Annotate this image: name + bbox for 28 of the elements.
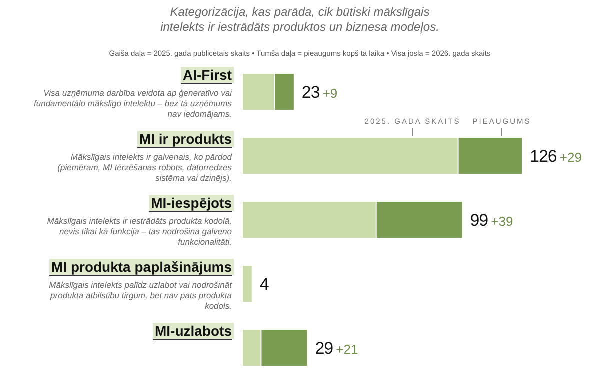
y-tick-label: MI-iespējots [151,195,232,211]
total-label: 4 [260,275,269,294]
text: Mākslīgais intelekts ir galvenais, ko pārdod (piemēram, MI tērzēšanas robots, datorredzes sistēma vai dzinējs). [58,152,233,183]
data-label: +21 [336,342,358,357]
total-label: 29 [315,339,334,358]
y-tick-label: MI ir produkts [139,131,232,147]
bar [243,266,252,302]
bar [458,138,522,174]
text: Mākslīgais intelekts ir iestrādāts produkta kodolā, nevis tikai kā funkcija – tas nodrošina galveno funkcionalitāti. [47,216,232,247]
y-tick-label: MI-uzlabots [155,323,232,339]
total-label: 99 [470,211,488,230]
data-label: +29 [560,150,582,165]
data-label: +39 [491,214,514,229]
text: Mākslīgais intelekts palīdz uzlabot vai nodrošināt produkta atbilstību tirgum, bet nav pats produkta kodols. [49,280,233,311]
total-label: 23 [302,83,320,102]
bar [243,138,458,174]
bar [243,330,261,366]
y-tick-label: AI-First [183,67,232,83]
total-label: 126 [530,147,557,166]
chart-subtitle: Kategorizācija, kas parāda, cik būtiski mākslīgais intelekts ir iestrādāts produktos un biznesa modeļos. [160,5,440,34]
bar [243,74,274,110]
bar [243,202,376,238]
bar [275,74,294,110]
bar [262,330,308,366]
bar [376,202,462,238]
text: Visa uzņēmuma darbība veidota ap ģeneratīvo vai fundamentālo mākslīgo intelektu – bez tā uzņēmums nav iedomājams. [34,88,234,119]
data-label: +9 [322,86,338,101]
y-tick-label: MI produkta paplašinājums [52,259,232,275]
